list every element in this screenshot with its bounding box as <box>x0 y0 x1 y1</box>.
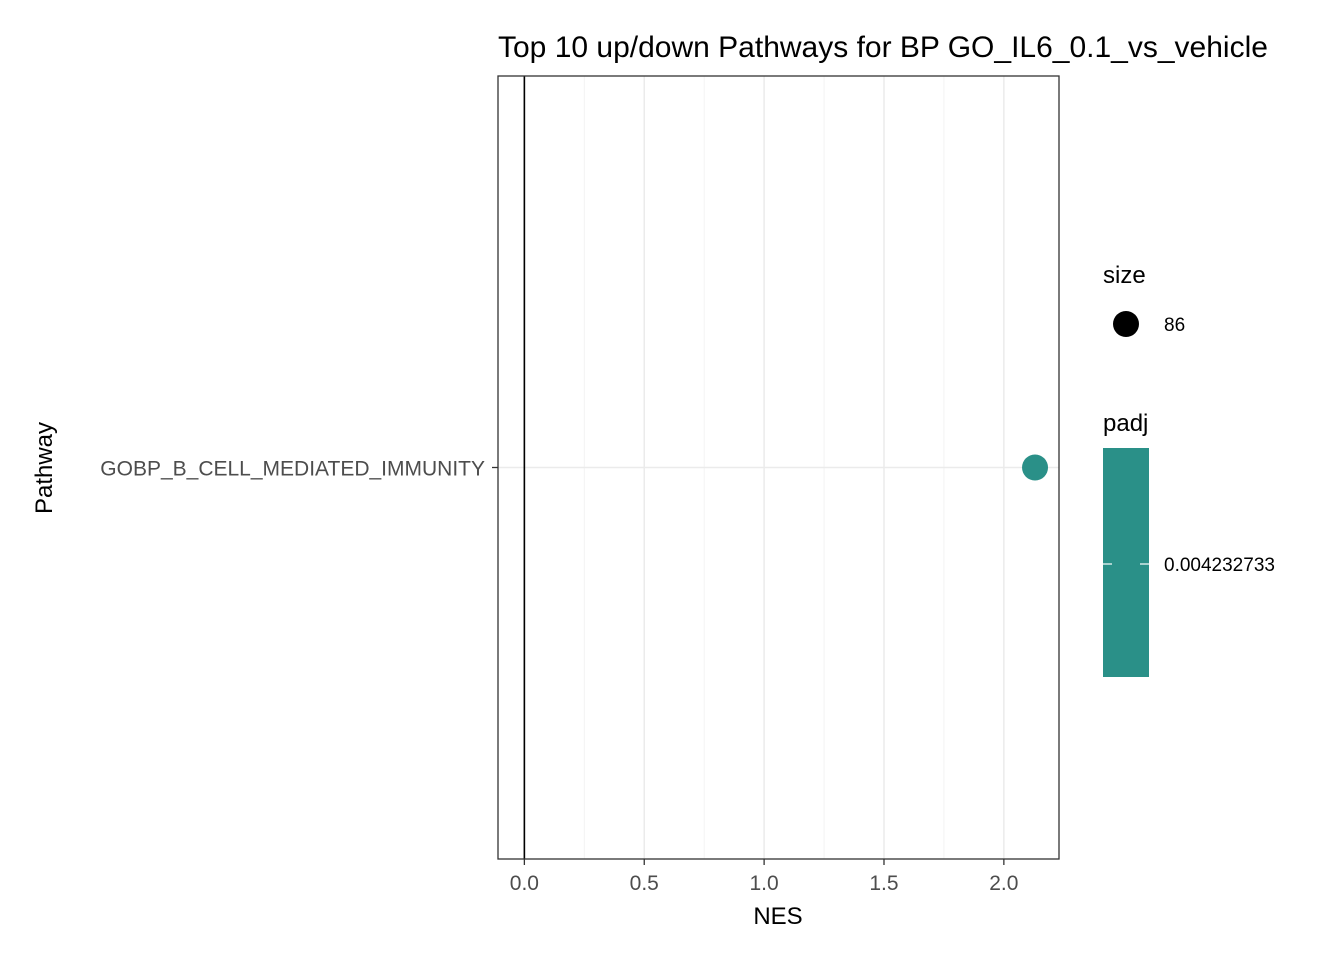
x-tick-label: 0.0 <box>510 872 539 895</box>
padj-colorbar <box>1103 448 1149 677</box>
x-tick-label: 1.0 <box>750 872 779 895</box>
x-axis-title: NES <box>753 903 802 930</box>
data-points <box>1022 454 1049 481</box>
size-legend-label: 86 <box>1164 315 1185 336</box>
grid-lines <box>498 76 1059 859</box>
size-legend-title: size <box>1103 262 1146 289</box>
x-tick-label: 1.5 <box>869 872 898 895</box>
padj-legend-title: padj <box>1103 410 1148 437</box>
padj-legend-label: 0.004232733 <box>1164 555 1275 576</box>
data-point <box>1022 454 1049 481</box>
chart-title: Top 10 up/down Pathways for BP GO_IL6_0.… <box>498 31 1268 64</box>
size-legend-key <box>1113 311 1139 337</box>
padj-legend: padj 0.004232733 <box>1103 410 1275 677</box>
size-legend: size 86 <box>1103 262 1185 337</box>
x-tick-label: 2.0 <box>989 872 1018 895</box>
y-tick-label: GOBP_B_CELL_MEDIATED_IMMUNITY <box>100 458 485 481</box>
x-axis: 0.0 0.5 1.0 1.5 2.0 <box>510 859 1018 895</box>
y-axis: GOBP_B_CELL_MEDIATED_IMMUNITY <box>100 458 498 481</box>
x-tick-label: 0.5 <box>630 872 659 895</box>
y-axis-title: Pathway <box>31 422 58 514</box>
